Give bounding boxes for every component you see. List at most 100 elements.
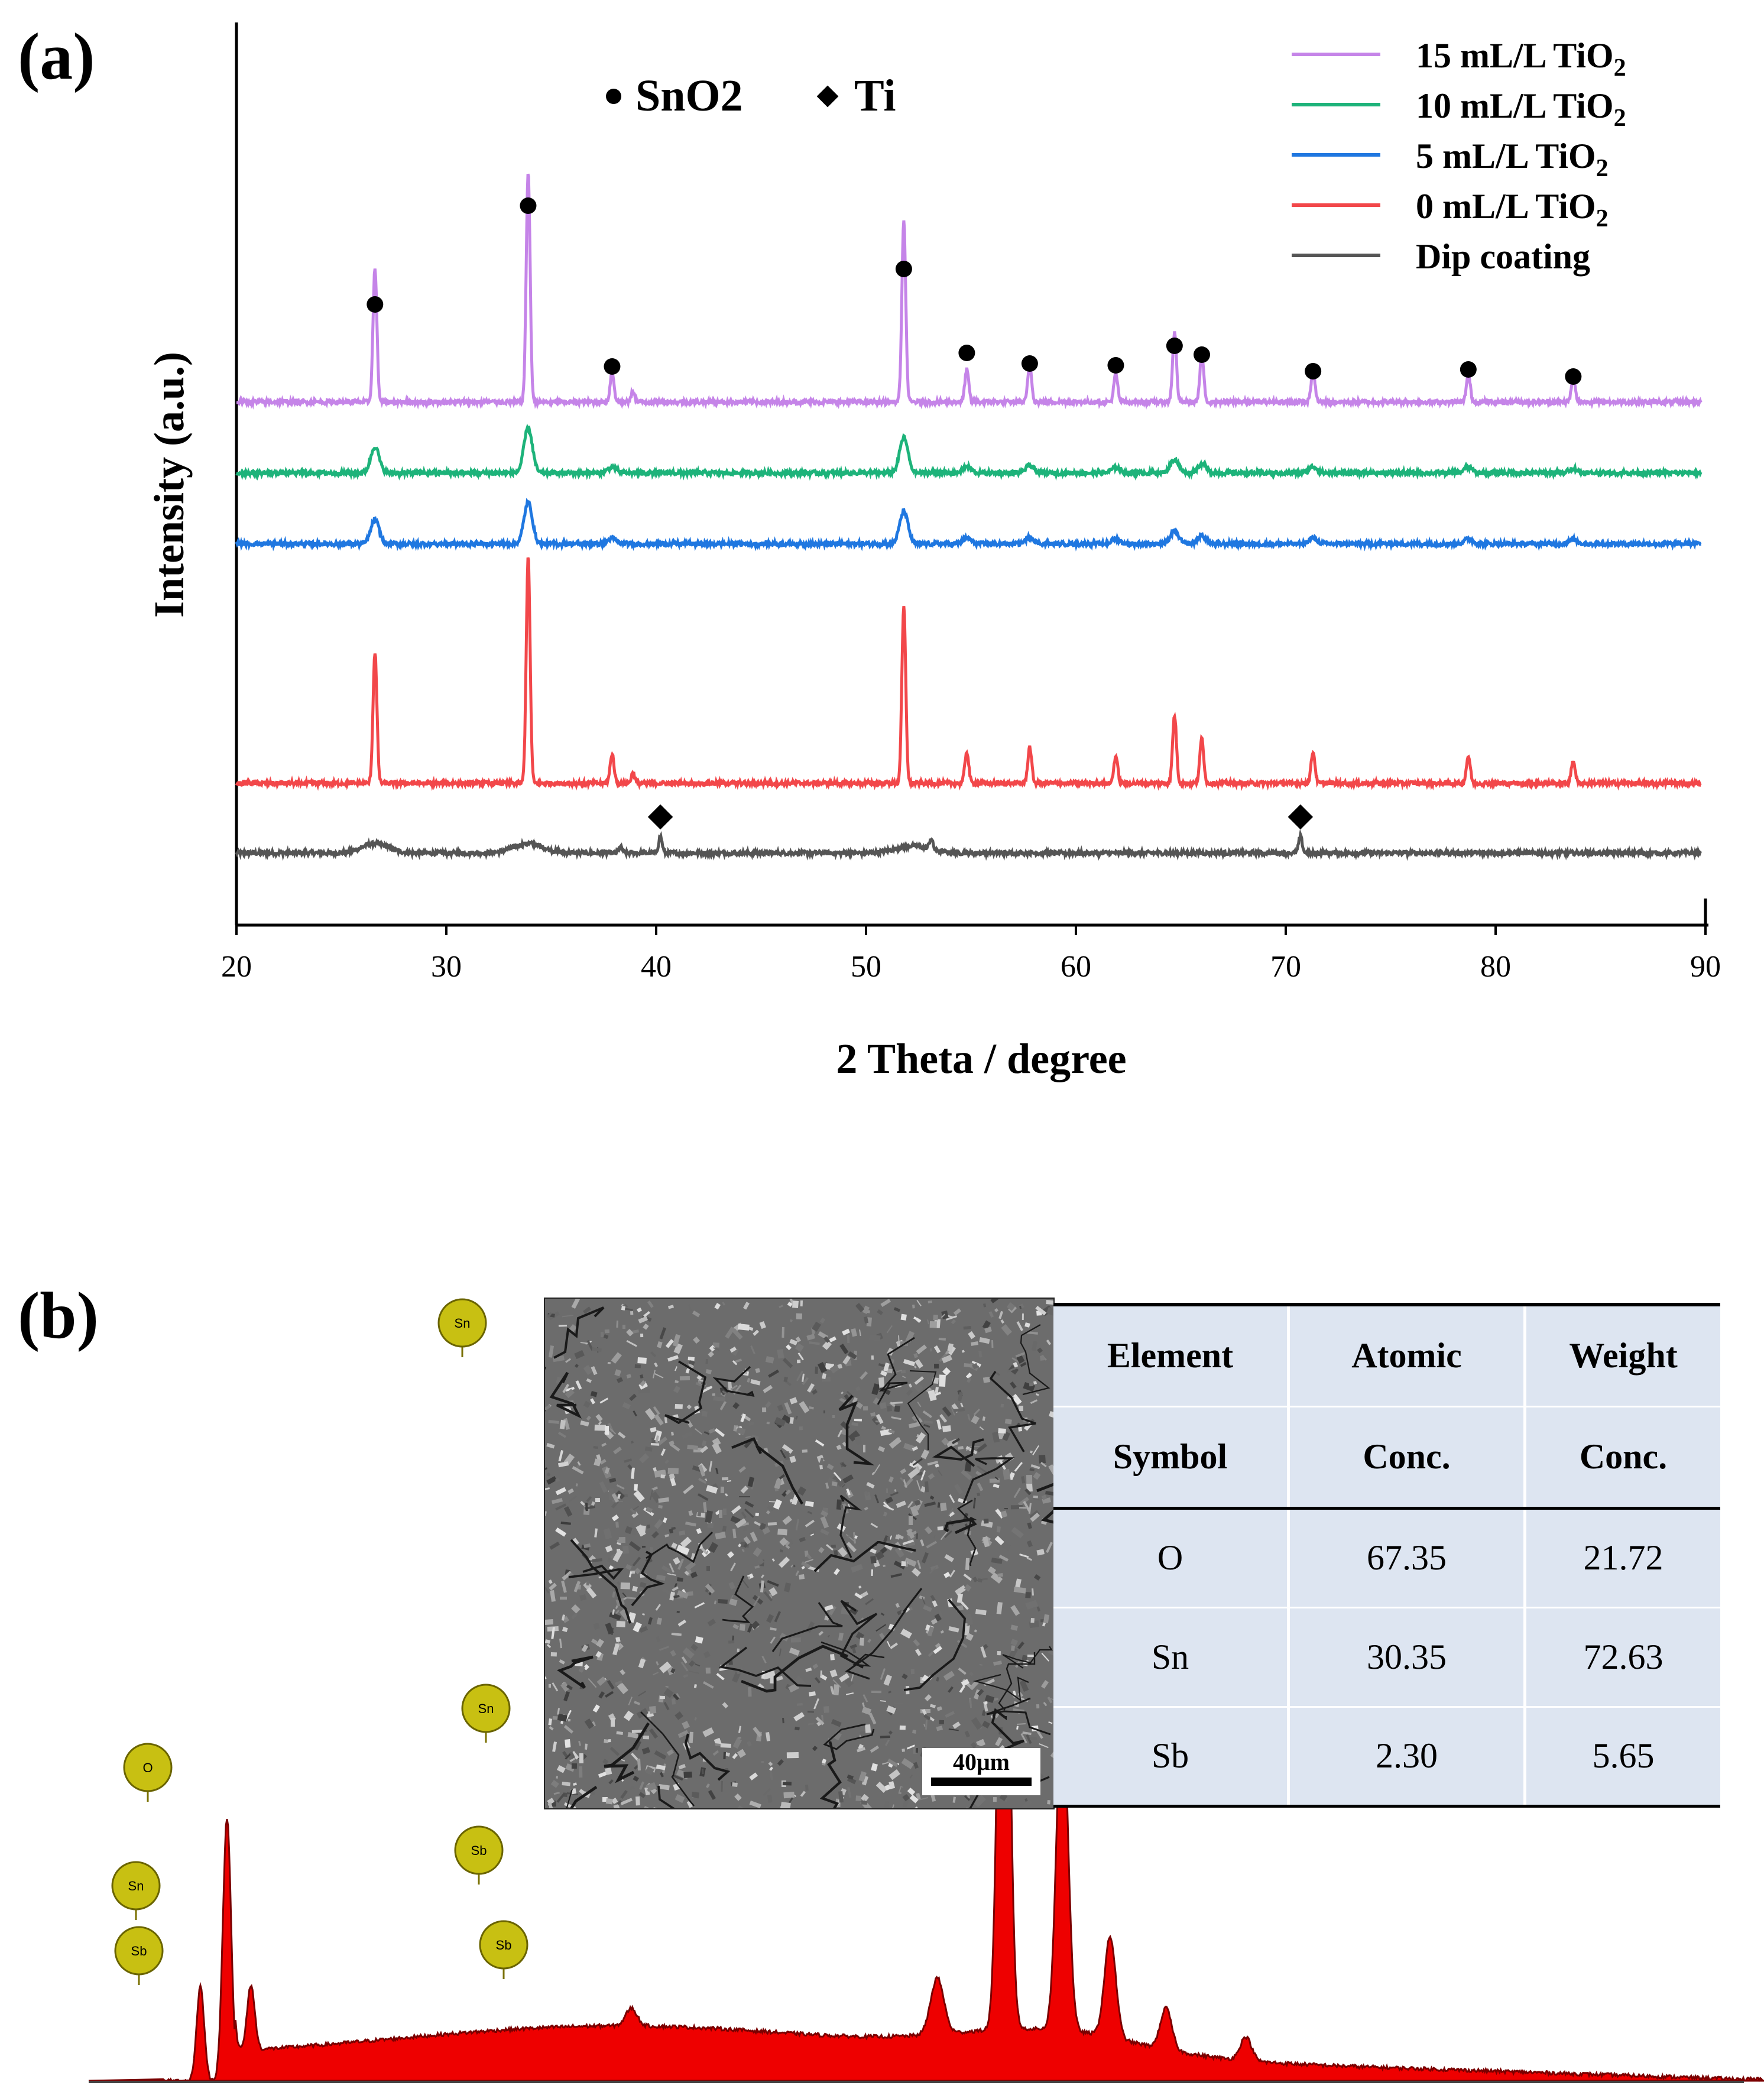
sem-grain [823,1706,829,1713]
sem-grain [979,1664,982,1666]
sem-grain [633,1740,641,1751]
sem-grain [709,1345,716,1352]
sem-grain [748,1687,752,1697]
sem-grain [693,1337,701,1344]
sem-grain [893,1307,901,1312]
sem-grain [586,1340,594,1351]
sem-grain [851,1672,854,1682]
sem-grain [871,1569,874,1576]
sem-grain [650,1427,657,1433]
sem-grain [942,1425,951,1432]
sem-grain [899,1726,906,1730]
sem-crack [722,1575,754,1623]
sem-grain [815,1366,818,1374]
sem-grain [1043,1614,1049,1623]
sem-grain [753,1727,763,1737]
sem-grain [890,1491,899,1497]
sem-grain [784,1540,790,1546]
sem-grain [616,1377,623,1383]
sem-grain [1018,1497,1029,1507]
sem-grain [805,1519,815,1527]
sem-grain [886,1705,896,1714]
sem-grain [631,1441,634,1444]
sem-grain [897,1438,900,1443]
sem-grain [776,1675,783,1681]
sem-grain [590,1391,598,1397]
sem-grain [1015,1352,1025,1358]
sem-grain [790,1637,802,1643]
sem-grain [830,1686,835,1695]
sem-grain [923,1605,932,1612]
sem-grain [565,1387,575,1392]
sem-grain [1035,1306,1047,1316]
sem-grain [769,1769,773,1780]
sem-grain [607,1557,612,1563]
sem-grain [755,1513,759,1516]
sem-grain [1030,1512,1040,1522]
sem-grain [559,1659,565,1665]
sem-grain [1041,1494,1047,1500]
sem-grain [706,1566,710,1571]
sem-grain [888,1730,893,1735]
sem-grain [662,1587,673,1596]
table-row: Sn 30.35 72.63 [1053,1607,1720,1708]
sem-crack [771,1602,843,1652]
sem-grain [847,1777,857,1785]
sem-grain [545,1467,547,1473]
sem-grain [687,1444,698,1450]
sem-grain [1032,1588,1035,1596]
sem-grain [933,1535,936,1539]
sem-grain [547,1802,554,1808]
sem-grain [871,1471,875,1475]
sem-grain [667,1573,676,1576]
sem-grain [737,1648,740,1652]
sem-grain [740,1486,748,1494]
sem-grain [741,1579,749,1588]
sem-grain [688,1304,692,1312]
sem-grain [799,1426,803,1431]
sem-grain [930,1618,938,1625]
sem-grain [805,1501,814,1507]
sem-grain [628,1541,641,1552]
sem-grain [630,1507,637,1515]
sem-grain [984,1326,992,1334]
peak-label-badge [437,1298,487,1348]
sem-grain [831,1545,836,1548]
sem-grain [630,1523,636,1535]
sem-grain [988,1311,994,1318]
sem-grain [653,1672,659,1676]
sem-grain [807,1711,814,1713]
sem-grain [936,1419,942,1430]
sem-grain [728,1640,735,1644]
sem-grain [868,1334,881,1342]
sem-grain [868,1712,877,1725]
sem-grain [630,1786,635,1790]
sem-grain [1027,1522,1032,1529]
sem-grain [935,1464,939,1468]
sem-grain [753,1547,762,1557]
sem-grain [656,1661,659,1666]
sem-grain [993,1660,1002,1666]
sem-grain [645,1766,654,1776]
sem-grain [1037,1347,1043,1354]
panel-a-label: (a) [18,20,95,93]
sem-grain [725,1768,729,1771]
sem-grain [546,1312,552,1318]
sem-grain [907,1501,913,1509]
sem-grain [558,1450,563,1462]
sem-grain [790,1564,794,1568]
sem-grain [997,1651,1001,1656]
sem-grain [1010,1605,1020,1616]
sem-grain [833,1684,839,1695]
sem-grain [661,1565,674,1575]
sem-grain [837,1429,842,1438]
sem-grain [947,1507,954,1517]
sem-grain [894,1547,904,1558]
sem-grain [659,1646,669,1651]
sem-grain [928,1651,934,1657]
series-line [235,557,1702,792]
sem-grain [961,1470,972,1480]
sem-grain [767,1795,773,1803]
sem-grain [1030,1399,1037,1405]
sem-grain [913,1762,919,1769]
